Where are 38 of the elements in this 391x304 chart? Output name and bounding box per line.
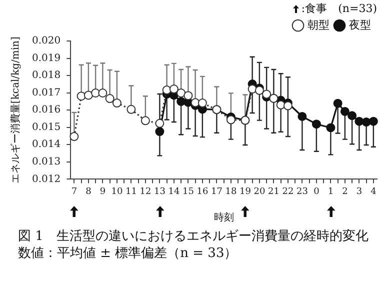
text: 図 1 生活型の違いにおけるエネルギー消費量の経時的変化 [18,228,370,245]
x-tick-label: 13 [154,186,166,197]
x-tick-label: 0 [314,186,320,197]
y-tick-label: 0.012 [32,174,61,185]
x-tick-label: 15 [182,186,194,197]
x-tick-label: 21 [268,186,280,197]
legend-label: 夜型 [349,18,371,32]
text: 数値：平均値 ± 標準偏差（n = 33） [18,245,238,262]
x-tick-label: 23 [296,186,308,197]
x-tick-label: 9 [100,186,106,197]
x-tick-label: 8 [86,186,92,197]
x-tick-label: 14 [168,186,180,197]
x-tick-label: 4 [370,186,377,197]
text: :食事 (n=33) [301,2,377,15]
x-tick-label: 22 [282,186,294,197]
x-tick-label: 20 [254,186,266,197]
y-tick-label: 0.013 [32,156,61,168]
x-tick-label: 3 [356,186,362,197]
y-tick-label: 0.018 [32,70,61,82]
x-tick-label: 17 [210,186,223,197]
y-tick-label: 0.016 [32,104,61,116]
x-tick-label: 12 [140,186,152,197]
y-axis-title: エネルギー消費量[kcal/kg/min] [10,36,22,184]
x-tick-label: 19 [239,186,252,197]
x-tick-label: 10 [111,186,123,197]
y-tick-label: 0.015 [32,122,61,133]
legend-label: 朝型 [308,18,330,32]
x-tick-label: 11 [125,186,137,197]
y-tick-label: 0.019 [32,52,61,64]
y-tick-label: 0.017 [32,87,61,98]
y-tick-label: 0.014 [32,139,61,150]
x-tick-label: 7 [71,186,78,197]
x-tick-label: 18 [225,186,237,197]
x-tick-label: 2 [342,186,348,197]
y-tick-label: 0.020 [32,36,61,47]
x-axis-title: 時刻 [214,212,234,224]
x-tick-label: 1 [328,186,334,197]
x-tick-label: 16 [196,186,208,197]
